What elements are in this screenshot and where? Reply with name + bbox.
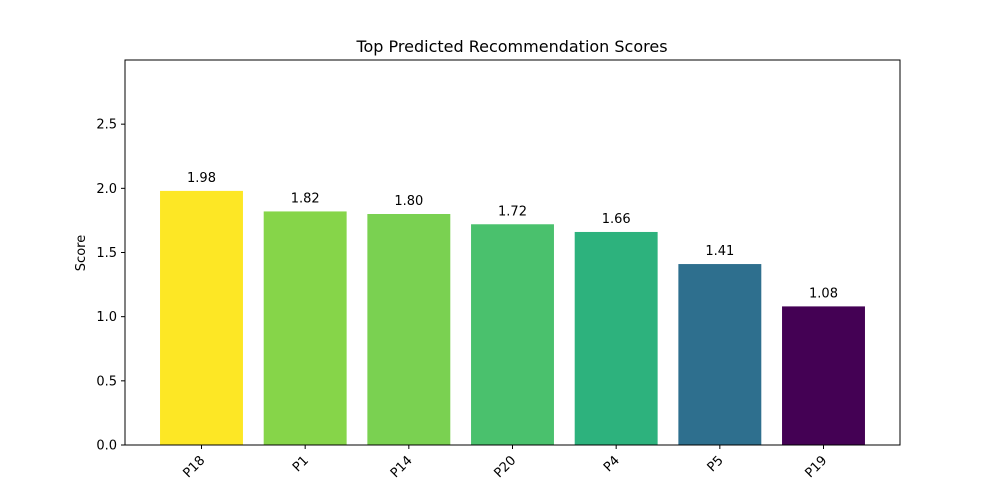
y-tick-label: 2.0 [96, 182, 117, 197]
bar-p14 [367, 214, 451, 445]
bar-p4 [574, 231, 658, 445]
x-tick-label-p14: P14 [388, 453, 416, 481]
x-tick-label-p19: P19 [802, 453, 830, 481]
bar-p5 [678, 264, 762, 445]
y-tick-label: 1.0 [96, 310, 117, 325]
bar-p18 [160, 190, 243, 445]
plot-frame [124, 59, 901, 446]
chart-title: Top Predicted Recommendation Scores [355, 37, 667, 56]
bar-p19 [782, 306, 865, 445]
x-tick-label-p18: P18 [180, 453, 208, 481]
data-label-p1: 1.82 [291, 191, 320, 206]
data-label-p14: 1.80 [394, 194, 423, 209]
y-tick-label: 0.5 [96, 374, 117, 389]
x-tick-label-p20: P20 [491, 453, 519, 481]
data-label-p20: 1.72 [498, 204, 527, 219]
data-label-p4: 1.66 [602, 212, 631, 227]
data-label-p19: 1.08 [809, 286, 838, 301]
x-tick-label-p5: P5 [705, 453, 727, 475]
x-tick-label-p4: P4 [601, 453, 623, 475]
x-tick-label-p1: P1 [290, 453, 312, 475]
data-label-p5: 1.41 [705, 244, 734, 259]
y-tick-label: 0.0 [96, 439, 117, 454]
data-label-p18: 1.98 [187, 171, 216, 186]
y-tick-label: 1.5 [96, 246, 117, 261]
bars-group: 1.98 1.82 1.80 1.72 1.66 1.41 1.08 [160, 171, 865, 445]
bar-p20 [471, 224, 554, 445]
y-tick-label: 2.5 [96, 118, 117, 133]
y-axis-label: Score [74, 235, 89, 271]
bar-p1 [263, 211, 347, 445]
